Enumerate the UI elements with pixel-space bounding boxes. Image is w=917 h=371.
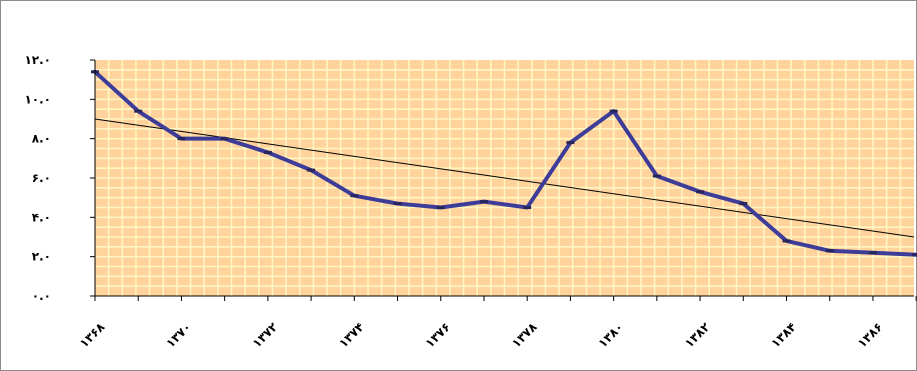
data-point: [609, 109, 618, 113]
data-point: [479, 200, 488, 204]
x-tick-label: ۱۳۶۸: [77, 319, 108, 350]
y-tick-label: ۸.۰: [32, 132, 51, 146]
x-tick-label: ۱۳۷۴: [336, 320, 367, 351]
y-tick-label: ۰.۰: [32, 289, 51, 303]
data-point: [393, 202, 402, 206]
series-line: [93, 69, 917, 257]
data-point: [177, 137, 186, 141]
x-tick-label: ۱۳۸۰: [595, 320, 626, 351]
y-tick-label: ۶.۰: [32, 171, 51, 185]
data-point: [523, 206, 532, 209]
data-point: [307, 168, 316, 172]
y-tick-label: ۱۰.۰: [24, 92, 51, 106]
trendline: [94, 118, 915, 238]
data-point: [739, 202, 748, 206]
y-tick-label: ۲.۰: [32, 250, 51, 264]
x-tick-label: ۱۳۸۶: [855, 320, 886, 351]
y-tick-label: ۴.۰: [32, 210, 51, 224]
y-tick-label: ۱۲.۰: [24, 53, 51, 67]
data-point: [912, 253, 917, 257]
y-axis: ۰.۰ ۲.۰ ۴.۰ ۶.۰ ۸.۰ ۱۰.۰ ۱۲.۰: [24, 53, 96, 303]
data-point: [263, 150, 272, 154]
x-tick-label: ۱۳۸۴: [768, 320, 799, 351]
data-point: [782, 239, 791, 243]
trendline-group: [94, 118, 915, 238]
x-tick-label: ۱۳۷۸: [509, 319, 540, 350]
data-point: [220, 137, 229, 141]
x-tick-label: ۱۳۷۶: [423, 320, 454, 351]
grid-lines: [95, 60, 914, 296]
x-axis: ۱۳۶۸ ۱۳۷۰ ۱۳۷۲ ۱۳۷۴ ۱۳۷۶ ۱۳۷۸ ۱۳۸۰ ۱۳۸۲ ۱۳۸۴ ۱۳۸۶: [77, 295, 917, 351]
data-point: [350, 194, 359, 198]
data-point: [566, 141, 575, 145]
series-group: [91, 69, 917, 257]
data-point: [134, 109, 143, 113]
x-tick-label: ۱۳۷۰: [163, 320, 194, 351]
data-point: [825, 249, 834, 253]
data-point: [696, 190, 705, 194]
data-point: [436, 206, 445, 209]
data-point: [652, 174, 661, 178]
x-tick-label: ۱۳۷۲: [250, 319, 281, 350]
data-point: [868, 251, 877, 255]
x-tick-label: ۱۳۸۲: [682, 319, 713, 350]
